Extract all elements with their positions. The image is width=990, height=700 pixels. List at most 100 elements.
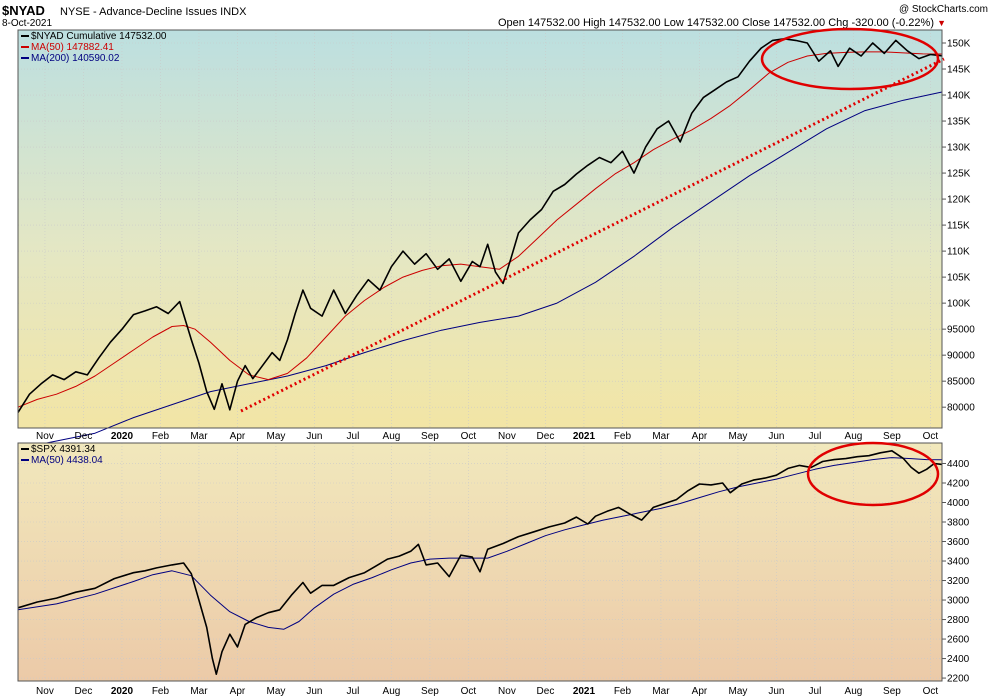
ohlc-readout: Open 147532.00 High 147532.00 Low 147532…	[498, 17, 934, 29]
nyad-legend-label-1: MA(50) 147882.41	[31, 42, 114, 53]
spx-ytick-label-8: 3800	[947, 518, 970, 529]
nyad-ytick-label-5: 105K	[947, 273, 971, 284]
nyad-ytick-label-2: 90000	[947, 351, 975, 362]
top-xtick-5: Apr	[230, 431, 246, 442]
nyad-ytick-label-13: 145K	[947, 65, 971, 76]
bottom-xtick-5: Apr	[230, 686, 246, 697]
top-xtick-4: Mar	[190, 431, 208, 442]
bottom-xtick-17: Apr	[692, 686, 708, 697]
top-xtick-22: Sep	[883, 431, 901, 442]
spx-ytick-label-3: 2800	[947, 615, 970, 626]
bottom-xtick-2: 2020	[111, 686, 134, 697]
top-xtick-14: 2021	[573, 431, 596, 442]
top-xtick-20: Jul	[809, 431, 822, 442]
nyad-highlight-ellipse	[760, 27, 940, 91]
spx-panel-border	[17, 442, 943, 682]
nyad-ytick-label-7: 115K	[947, 221, 970, 232]
bottom-xtick-8: Jul	[347, 686, 360, 697]
top-xtick-0: Nov	[36, 431, 54, 442]
spx-ytick-label-5: 3200	[947, 576, 970, 587]
spx-legend-label-1: MA(50) 4438.04	[31, 455, 103, 466]
top-xtick-8: Jul	[347, 431, 360, 442]
bottom-xtick-20: Jul	[809, 686, 822, 697]
top-xtick-15: Feb	[614, 431, 632, 442]
spx-series	[17, 450, 943, 675]
bottom-xtick-14: 2021	[573, 686, 596, 697]
spx-ytick-label-6: 3400	[947, 557, 970, 568]
top-xtick-6: May	[266, 431, 285, 442]
bottom-xtick-22: Sep	[883, 686, 901, 697]
support-trendline	[240, 57, 945, 413]
top-xtick-11: Oct	[461, 431, 477, 442]
chart-date: 8-Oct-2021	[2, 18, 52, 29]
spx-series-0	[17, 450, 943, 675]
nyad-ytick-label-3: 95000	[947, 325, 975, 336]
spx-y-axis: 2200 2400 2600 2800 3000 3200 3400 3600 3800 4000…	[942, 459, 970, 685]
bottom-xtick-13: Dec	[537, 686, 555, 697]
nyad-ytick-label-8: 120K	[947, 195, 971, 206]
top-xtick-3: Feb	[152, 431, 170, 442]
nyad-ytick-label-1: 85000	[947, 377, 975, 388]
bottom-xtick-11: Oct	[461, 686, 477, 697]
spx-gridlines	[18, 443, 942, 681]
bottom-xtick-0: Nov	[36, 686, 54, 697]
bottom-xtick-12: Nov	[498, 686, 516, 697]
nyad-ytick-label-12: 140K	[947, 91, 971, 102]
spx-ytick-label-0: 2200	[947, 674, 970, 685]
bottom-xtick-19: Jun	[768, 686, 784, 697]
spx-series-1	[17, 457, 943, 630]
spx-ytick-label-4: 3000	[947, 596, 970, 607]
bottom-xtick-10: Sep	[421, 686, 439, 697]
copyright-label: @ StockCharts.com	[899, 4, 988, 15]
spx-highlight-ellipse	[806, 441, 940, 507]
top-xtick-1: Dec	[75, 431, 93, 442]
chg-down-icon: ▼	[937, 18, 946, 28]
spx-ytick-label-11: 4400	[947, 459, 970, 470]
spx-ytick-label-1: 2400	[947, 654, 970, 665]
x-axis-bottom: Nov Dec 2020 Feb Mar Apr May Jun Jul Aug Sep Oct Nov…	[36, 686, 938, 697]
top-xtick-2: 2020	[111, 431, 134, 442]
nyad-ytick-label-0: 80000	[947, 403, 975, 414]
bottom-xtick-16: Mar	[652, 686, 670, 697]
top-xtick-19: Jun	[768, 431, 784, 442]
nyad-y-axis: 80000 85000 90000 95000 100K 105K 110K 115K 120K…	[942, 39, 975, 414]
chart-symbol: $NYAD	[2, 3, 45, 18]
spx-panel-background	[18, 443, 942, 681]
top-xtick-10: Sep	[421, 431, 439, 442]
nyad-panel-background	[18, 30, 942, 428]
bottom-xtick-18: May	[728, 686, 747, 697]
nyad-ytick-label-10: 130K	[947, 143, 971, 154]
x-axis-top: Nov Dec 2020 Feb Mar Apr May Jun Jul Aug Sep Oct Nov…	[36, 431, 938, 442]
top-xtick-12: Nov	[498, 431, 516, 442]
top-xtick-9: Aug	[383, 431, 401, 442]
top-xtick-13: Dec	[537, 431, 555, 442]
spx-ytick-label-10: 4200	[947, 478, 970, 489]
nyad-ytick-label-14: 150K	[947, 39, 971, 50]
nyad-gridlines	[18, 30, 942, 428]
nyad-ytick-label-6: 110K	[947, 247, 970, 258]
top-xtick-21: Aug	[845, 431, 863, 442]
spx-legend-label-0: $SPX 4391.34	[31, 444, 96, 455]
spx-ytick-label-9: 4000	[947, 498, 970, 509]
bottom-xtick-1: Dec	[75, 686, 93, 697]
bottom-xtick-3: Feb	[152, 686, 170, 697]
nyad-series-0	[17, 38, 943, 413]
bottom-xtick-21: Aug	[845, 686, 863, 697]
bottom-xtick-4: Mar	[190, 686, 208, 697]
nyad-ytick-label-9: 125K	[947, 169, 971, 180]
chart-name: NYSE - Advance-Decline Issues INDX	[60, 6, 247, 18]
top-xtick-7: Jun	[306, 431, 322, 442]
bottom-xtick-7: Jun	[306, 686, 322, 697]
nyad-legend-label-2: MA(200) 140590.02	[31, 53, 120, 64]
bottom-xtick-23: Oct	[923, 686, 939, 697]
nyad-series-2	[17, 91, 943, 450]
bottom-xtick-15: Feb	[614, 686, 632, 697]
top-xtick-16: Mar	[652, 431, 670, 442]
top-xtick-23: Oct	[923, 431, 939, 442]
top-xtick-18: May	[728, 431, 747, 442]
top-xtick-17: Apr	[692, 431, 708, 442]
nyad-panel-border	[17, 29, 943, 429]
